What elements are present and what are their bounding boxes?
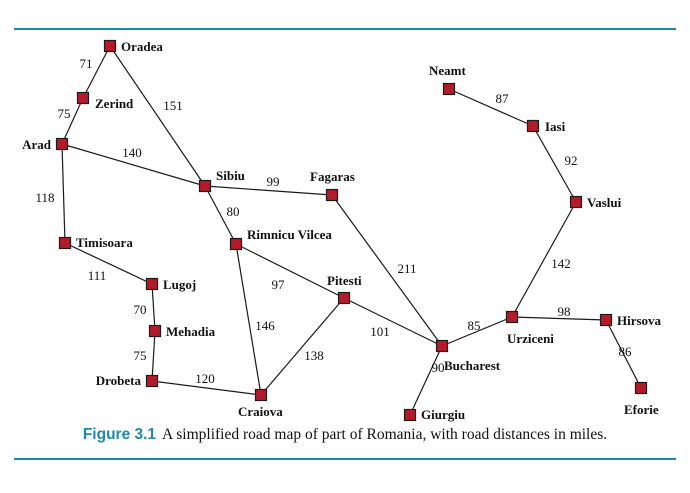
road-zerind-arad: [62, 98, 83, 144]
city-marker-neamt: [444, 84, 455, 95]
city-marker-giurgiu: [405, 410, 416, 421]
distance-label-arad-timisoara: 118: [35, 190, 54, 205]
city-marker-rimnicu: [231, 239, 242, 250]
city-marker-craiova: [256, 390, 267, 401]
bottom-rule: [14, 458, 676, 460]
distance-label-timisoara-lugoj: 111: [88, 268, 107, 283]
city-label-craiova: Craiova: [238, 404, 283, 419]
distance-label-urziceni-vaslui: 142: [551, 256, 571, 271]
distance-label-hirsova-eforie: 86: [619, 344, 633, 359]
city-marker-arad: [57, 139, 68, 150]
distance-label-urziceni-hirsova: 98: [558, 304, 571, 319]
city-marker-pitesti: [339, 293, 350, 304]
city-marker-fagaras: [327, 190, 338, 201]
city-label-rimnicu: Rimnicu Vilcea: [247, 227, 332, 242]
distance-label-pitesti-bucharest: 101: [370, 324, 390, 339]
city-label-neamt: Neamt: [429, 63, 466, 78]
city-label-timisoara: Timisoara: [76, 235, 133, 250]
distance-label-oradea-zerind: 71: [80, 56, 93, 71]
distance-label-oradea-sibiu: 151: [163, 98, 183, 113]
figure-number: Figure 3.1: [83, 426, 156, 443]
figure-caption: Figure 3.1 A simplified road map of part …: [0, 426, 690, 444]
distance-label-sibiu-fagaras: 99: [267, 174, 280, 189]
city-label-fagaras: Fagaras: [310, 169, 355, 184]
road-craiova-pitesti: [261, 298, 344, 395]
city-marker-bucharest: [437, 341, 448, 352]
city-marker-sibiu: [200, 181, 211, 192]
city-marker-oradea: [105, 41, 116, 52]
city-marker-zerind: [78, 93, 89, 104]
distance-label-fagaras-bucharest: 211: [397, 261, 416, 276]
road-pitesti-bucharest: [344, 298, 442, 346]
city-marker-timisoara: [60, 238, 71, 249]
city-marker-eforie: [636, 383, 647, 394]
city-label-giurgiu: Giurgiu: [421, 407, 465, 422]
road-iasi-neamt: [449, 89, 533, 126]
distance-label-rimnicu-pitesti: 97: [272, 277, 286, 292]
city-label-pitesti: Pitesti: [327, 273, 362, 288]
city-label-sibiu: Sibiu: [216, 168, 245, 183]
figure-caption-text: A simplified road map of part of Romania…: [162, 426, 607, 443]
road-mehadia-drobeta: [152, 331, 155, 381]
distance-label-rimnicu-craiova: 146: [255, 318, 275, 333]
road-oradea-sibiu: [110, 46, 205, 186]
city-label-lugoj: Lugoj: [163, 277, 196, 292]
city-label-vaslui: Vaslui: [587, 195, 622, 210]
distance-label-zerind-arad: 75: [58, 106, 71, 121]
city-label-hirsova: Hirsova: [617, 313, 662, 328]
city-marker-lugoj: [147, 279, 158, 290]
city-label-mehadia: Mehadia: [166, 324, 216, 339]
city-label-urziceni: Urziceni: [507, 331, 554, 346]
city-marker-iasi: [528, 121, 539, 132]
distance-label-iasi-neamt: 87: [496, 91, 510, 106]
city-marker-vaslui: [571, 197, 582, 208]
city-label-zerind: Zerind: [95, 96, 134, 111]
city-marker-urziceni: [507, 312, 518, 323]
distance-label-lugoj-mehadia: 70: [134, 302, 147, 317]
city-label-arad: Arad: [22, 137, 52, 152]
city-marker-drobeta: [147, 376, 158, 387]
road-rimnicu-pitesti: [236, 244, 344, 298]
distance-label-vaslui-iasi: 92: [565, 153, 578, 168]
cities-layer: Oradea Zerind Arad Sibiu Fagaras Timisoara Rim…: [22, 39, 661, 422]
distance-label-bucharest-urziceni: 85: [468, 318, 481, 333]
road-oradea-zerind: [83, 46, 110, 98]
distance-label-bucharest-giurgiu: 90: [432, 360, 445, 375]
city-label-iasi: Iasi: [545, 119, 566, 134]
city-label-drobeta: Drobeta: [96, 373, 142, 388]
road-bucharest-giurgiu: [410, 346, 442, 415]
distance-label-arad-sibiu: 140: [122, 145, 142, 160]
road-arad-timisoara: [62, 144, 65, 243]
distance-label-drobeta-craiova: 120: [195, 371, 215, 386]
road-lugoj-mehadia: [152, 284, 155, 331]
roads-layer: [62, 46, 641, 415]
city-marker-hirsova: [601, 315, 612, 326]
road-map: 71 75 151 140 118 99 80 111 70 75 120 146 97 138 101 21…: [0, 0, 690, 425]
city-marker-mehadia: [150, 326, 161, 337]
distance-label-sibiu-rimnicu: 80: [227, 204, 240, 219]
city-label-eforie: Eforie: [624, 402, 659, 417]
city-label-bucharest: Bucharest: [444, 358, 501, 373]
distance-label-mehadia-drobeta: 75: [134, 348, 147, 363]
distance-label-craiova-pitesti: 138: [304, 348, 324, 363]
city-label-oradea: Oradea: [121, 39, 163, 54]
